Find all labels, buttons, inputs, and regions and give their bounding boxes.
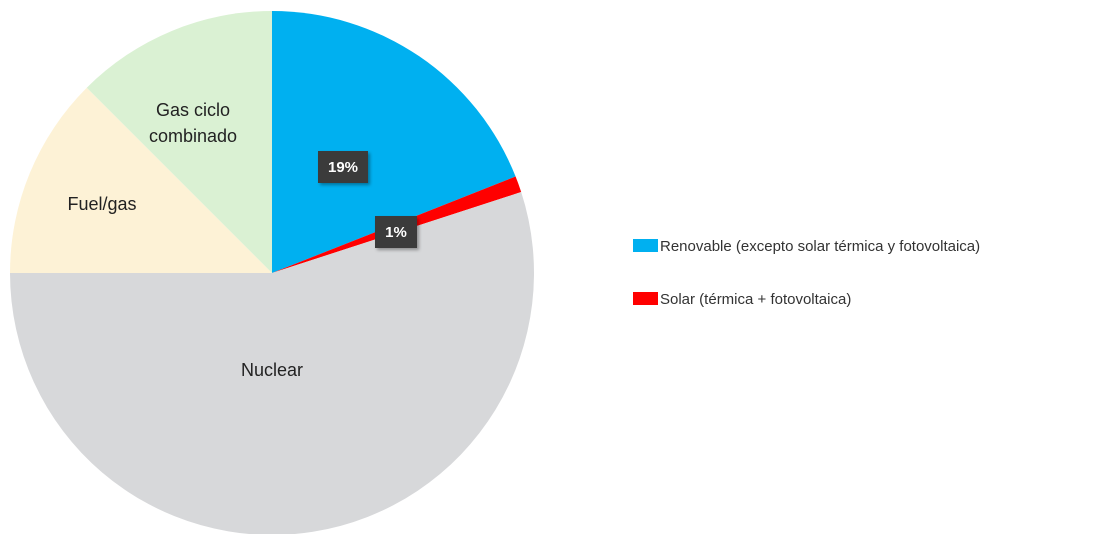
pie-slices [10, 11, 534, 534]
legend-label: Renovable (excepto solar térmica y fotov… [660, 238, 980, 255]
data-labels: 19% 1% [318, 151, 417, 248]
pie-slice-gas-ciclo-combinado [86, 11, 273, 273]
legend-item-renovable-excepto-solar-termica-y-fotovoltaica: Renovable (excepto solar térmica y fotov… [633, 238, 980, 255]
legend: Renovable (excepto solar térmica y fotov… [633, 238, 980, 308]
slice-label-gas-ciclo-combinado: Gas ciclo combinado [149, 100, 237, 146]
pie-slice-renovable-excepto-solar-termica-y-fotovoltaica [272, 11, 516, 273]
data-label-text: 1% [385, 224, 407, 241]
data-label-renovable-excepto-solar-termica-y-fotovoltaica: 19% [318, 151, 368, 183]
legend-swatch [633, 239, 658, 252]
pie-slice-nuclear [10, 192, 534, 534]
legend-item-solar-termica-fotovoltaica: Solar (térmica + fotovoltaica) [633, 291, 851, 308]
slice-text-labels: Nuclear Fuel/gas Gas ciclo combinado [67, 100, 303, 380]
pie-slice-fuel-gas [10, 87, 272, 274]
data-label-badge [375, 216, 417, 248]
data-label-badge [318, 151, 368, 183]
legend-swatch [633, 292, 658, 305]
slice-label-fuel-gas: Fuel/gas [67, 194, 136, 214]
legend-label: Solar (térmica + fotovoltaica) [660, 291, 851, 308]
data-label-solar-termica-fotovoltaica: 1% [375, 216, 417, 248]
slice-label-nuclear: Nuclear [241, 360, 303, 380]
data-label-text: 19% [328, 159, 358, 176]
